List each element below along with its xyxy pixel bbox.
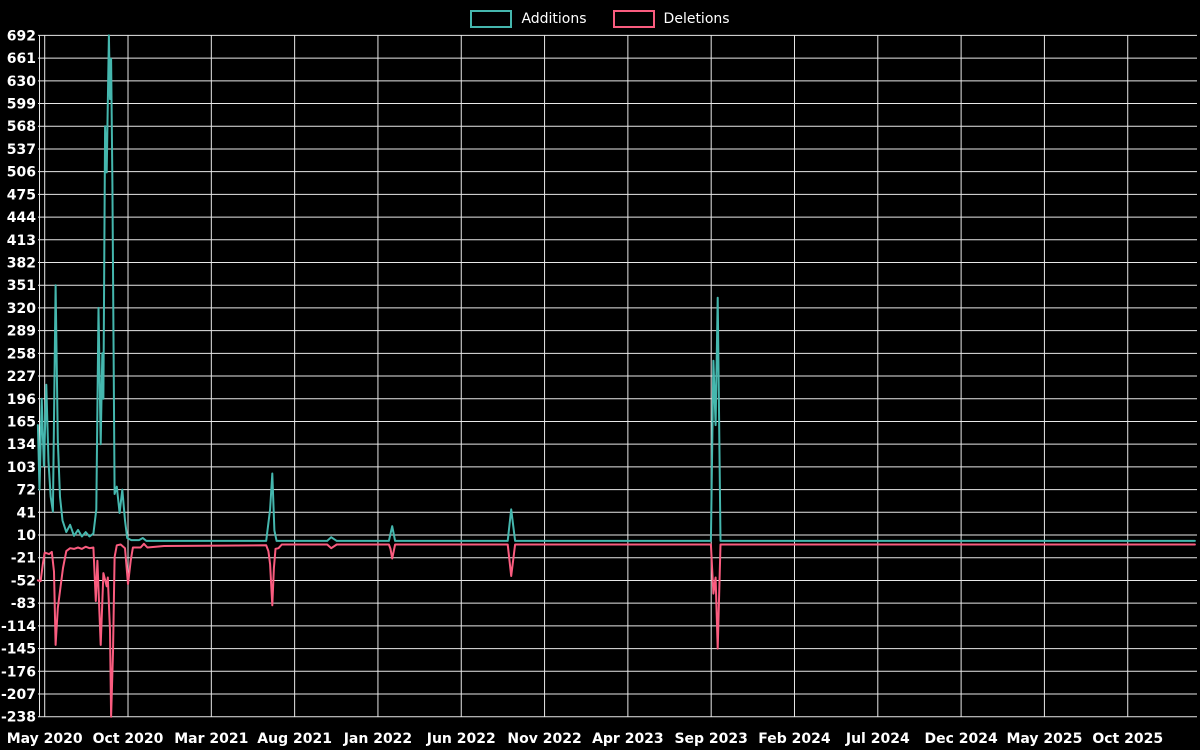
svg-text:413: 413 [7,233,36,249]
svg-text:May 2020: May 2020 [7,731,83,747]
svg-text:506: 506 [7,165,36,181]
legend-label-additions: Additions [521,11,587,27]
svg-text:692: 692 [7,28,36,44]
svg-text:May 2025: May 2025 [1006,731,1082,747]
svg-text:-114: -114 [1,619,36,635]
svg-text:196: 196 [7,392,36,408]
additions-line [36,34,1196,542]
chart-legend: Additions Deletions [0,9,1200,29]
additions-swatch-icon [470,10,513,28]
svg-text:Sep 2023: Sep 2023 [674,731,747,747]
svg-text:Jul 2024: Jul 2024 [845,731,910,747]
svg-text:289: 289 [7,324,36,340]
svg-text:444: 444 [7,210,36,226]
svg-text:Oct 2020: Oct 2020 [93,731,164,747]
legend-item-additions[interactable]: Additions [470,9,587,29]
legend-item-deletions[interactable]: Deletions [612,9,730,29]
svg-text:630: 630 [7,74,36,90]
svg-text:475: 475 [7,187,36,203]
x-axis-labels: May 2020 Oct 2020 Mar 2021 Aug 2021 Jan 2022… [7,731,1163,747]
svg-text:103: 103 [7,460,36,476]
svg-text:258: 258 [7,346,36,362]
legend-label-deletions: Deletions [663,11,730,27]
svg-text:10: 10 [17,528,37,544]
svg-text:Jun 2022: Jun 2022 [426,731,496,747]
deletions-swatch-icon [612,10,655,28]
svg-text:Nov 2022: Nov 2022 [507,731,581,747]
svg-text:661: 661 [7,51,36,67]
svg-text:-238: -238 [1,710,36,726]
y-axis-labels: 692 661 630 599 568 537 506 475 444 413 382 351 320 2… [1,28,36,725]
svg-text:-52: -52 [11,573,36,589]
svg-text:165: 165 [7,414,36,430]
svg-text:537: 537 [7,142,36,158]
svg-text:-176: -176 [1,664,36,680]
svg-text:Aug 2021: Aug 2021 [257,731,332,747]
svg-text:134: 134 [7,437,36,453]
svg-text:41: 41 [17,505,36,521]
svg-text:Apr 2023: Apr 2023 [592,731,664,747]
svg-text:351: 351 [7,278,36,294]
gridlines [38,34,1197,718]
svg-text:Oct 2025: Oct 2025 [1092,731,1163,747]
svg-text:Feb 2024: Feb 2024 [758,731,831,747]
svg-text:Mar 2021: Mar 2021 [174,731,248,747]
svg-text:72: 72 [17,483,36,499]
svg-text:-83: -83 [11,596,36,612]
svg-text:320: 320 [7,301,36,317]
svg-text:Jan 2022: Jan 2022 [343,731,412,747]
svg-text:-21: -21 [11,551,36,567]
svg-text:568: 568 [7,119,36,135]
svg-text:-207: -207 [1,687,36,703]
svg-text:599: 599 [7,97,36,113]
deletions-line [36,542,1196,718]
svg-text:Dec 2024: Dec 2024 [924,731,998,747]
svg-text:382: 382 [7,256,36,272]
svg-text:227: 227 [7,369,36,385]
svg-text:-145: -145 [1,642,36,658]
